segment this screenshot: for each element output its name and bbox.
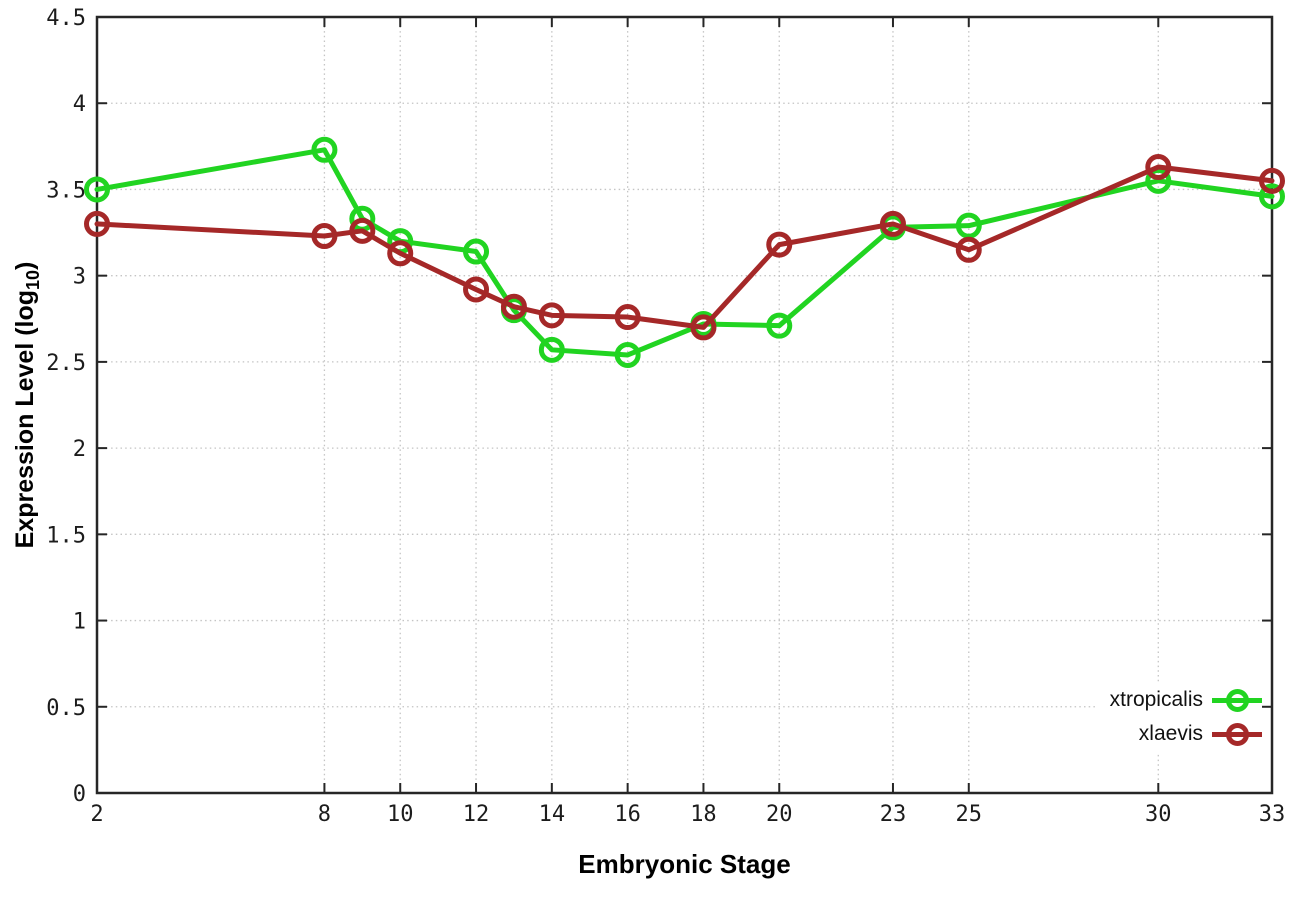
- data-point-xlaevis: [349, 217, 376, 244]
- x-tick-label: 33: [1259, 802, 1286, 827]
- x-tick-label: 20: [766, 802, 793, 827]
- y-tick-label: 1: [73, 610, 86, 635]
- data-point-xlaevis: [955, 236, 982, 263]
- x-tick-label: 16: [614, 802, 641, 827]
- legend-row-xtropicalis: xtropicalis: [1110, 684, 1262, 716]
- data-point-xtropicalis: [538, 336, 565, 363]
- legend: xtropicalis xlaevis: [1095, 684, 1262, 754]
- y-axis-title-suffix: ): [11, 261, 39, 270]
- legend-row-xlaevis: xlaevis: [1139, 718, 1262, 750]
- y-tick-label: 1.5: [46, 523, 86, 548]
- data-point-xtropicalis: [614, 341, 641, 368]
- data-point-xtropicalis: [766, 312, 793, 339]
- y-tick-label: 4: [73, 92, 86, 117]
- x-tick-label: 12: [463, 802, 490, 827]
- data-point-xtropicalis: [311, 136, 338, 163]
- y-tick-label: 3: [73, 265, 86, 290]
- legend-sample-ring: [1225, 722, 1249, 746]
- data-point-xtropicalis: [955, 212, 982, 239]
- data-point-xlaevis: [463, 276, 490, 303]
- data-point-xtropicalis: [463, 238, 490, 265]
- y-tick-label: 2.5: [46, 351, 86, 376]
- data-point-xlaevis: [84, 210, 110, 237]
- x-tick-label: 23: [880, 802, 907, 827]
- legend-label-xtropicalis: xtropicalis: [1109, 688, 1203, 711]
- data-point-xlaevis: [614, 304, 641, 331]
- data-point-xtropicalis: [84, 176, 110, 203]
- x-tick-label: 25: [956, 802, 983, 827]
- y-axis-title-subscript: 10: [23, 269, 43, 290]
- legend-marker-xtropicalis: [1212, 684, 1262, 716]
- x-tick-label: 10: [387, 802, 414, 827]
- data-point-xlaevis: [879, 210, 906, 237]
- x-tick-label: 30: [1145, 802, 1172, 827]
- y-tick-label: 2: [73, 437, 86, 462]
- x-tick-label: 14: [539, 802, 566, 827]
- x-tick-label: 8: [318, 802, 331, 827]
- data-point-xlaevis: [1259, 167, 1285, 194]
- y-axis-title-text: Expression Level (log: [11, 289, 39, 549]
- y-axis-title: Expression Level (log10): [11, 0, 45, 810]
- legend-sample-ring: [1225, 688, 1249, 712]
- x-axis-title: Embryonic Stage: [578, 849, 791, 879]
- data-point-xlaevis: [690, 314, 717, 341]
- x-tick-label: 18: [690, 802, 717, 827]
- y-tick-label: 0.5: [46, 696, 86, 721]
- y-tick-label: 4.5: [46, 6, 86, 31]
- data-point-xlaevis: [1145, 154, 1172, 181]
- x-tick-label: 2: [90, 802, 103, 827]
- legend-marker-xlaevis: [1212, 718, 1262, 750]
- data-point-xtropicalis: [1145, 167, 1172, 194]
- data-point-xlaevis: [387, 240, 414, 267]
- legend-label-xlaevis: xlaevis: [1138, 722, 1203, 745]
- data-point-xlaevis: [538, 302, 565, 329]
- data-point-xlaevis: [500, 293, 527, 320]
- series-line-xlaevis: [94, 164, 1275, 330]
- y-tick-label: 3.5: [46, 178, 86, 203]
- plot-border: [95, 15, 1274, 795]
- data-point-xlaevis: [311, 223, 338, 250]
- data-point-xtropicalis: [1259, 183, 1285, 210]
- data-point-xlaevis: [766, 231, 793, 258]
- y-tick-label: 0: [73, 782, 86, 807]
